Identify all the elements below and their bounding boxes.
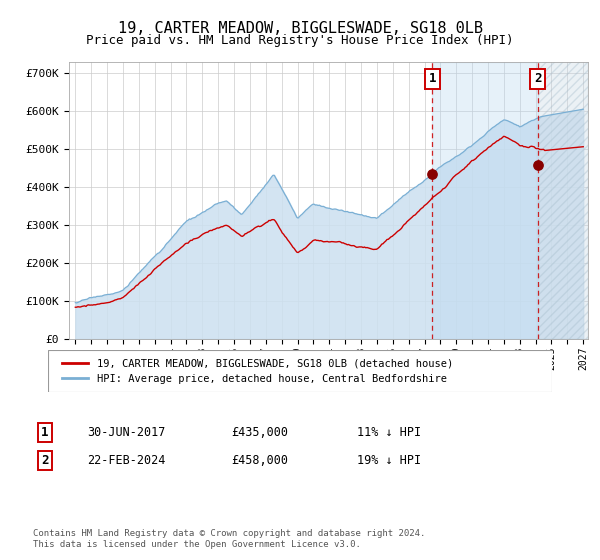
Text: £458,000: £458,000 (231, 454, 288, 467)
Text: 19% ↓ HPI: 19% ↓ HPI (357, 454, 421, 467)
Text: 1: 1 (41, 426, 49, 439)
Text: 22-FEB-2024: 22-FEB-2024 (87, 454, 166, 467)
Text: Contains HM Land Registry data © Crown copyright and database right 2024.
This d: Contains HM Land Registry data © Crown c… (33, 529, 425, 549)
Bar (433, 62, 538, 339)
Point (428, 169, 437, 178)
Text: 11% ↓ HPI: 11% ↓ HPI (357, 426, 421, 439)
Point (533, 160, 542, 169)
Text: 2: 2 (534, 72, 541, 85)
Text: 19, CARTER MEADOW, BIGGLESWADE, SG18 0LB: 19, CARTER MEADOW, BIGGLESWADE, SG18 0LB (118, 21, 482, 36)
Text: Price paid vs. HM Land Registry's House Price Index (HPI): Price paid vs. HM Land Registry's House … (86, 34, 514, 46)
Legend: 19, CARTER MEADOW, BIGGLESWADE, SG18 0LB (detached house), HPI: Average price, d: 19, CARTER MEADOW, BIGGLESWADE, SG18 0LB… (58, 354, 457, 388)
Text: £435,000: £435,000 (231, 426, 288, 439)
Bar (538, 62, 588, 339)
Text: 1: 1 (429, 72, 436, 85)
Text: 2: 2 (41, 454, 49, 467)
Text: 30-JUN-2017: 30-JUN-2017 (87, 426, 166, 439)
